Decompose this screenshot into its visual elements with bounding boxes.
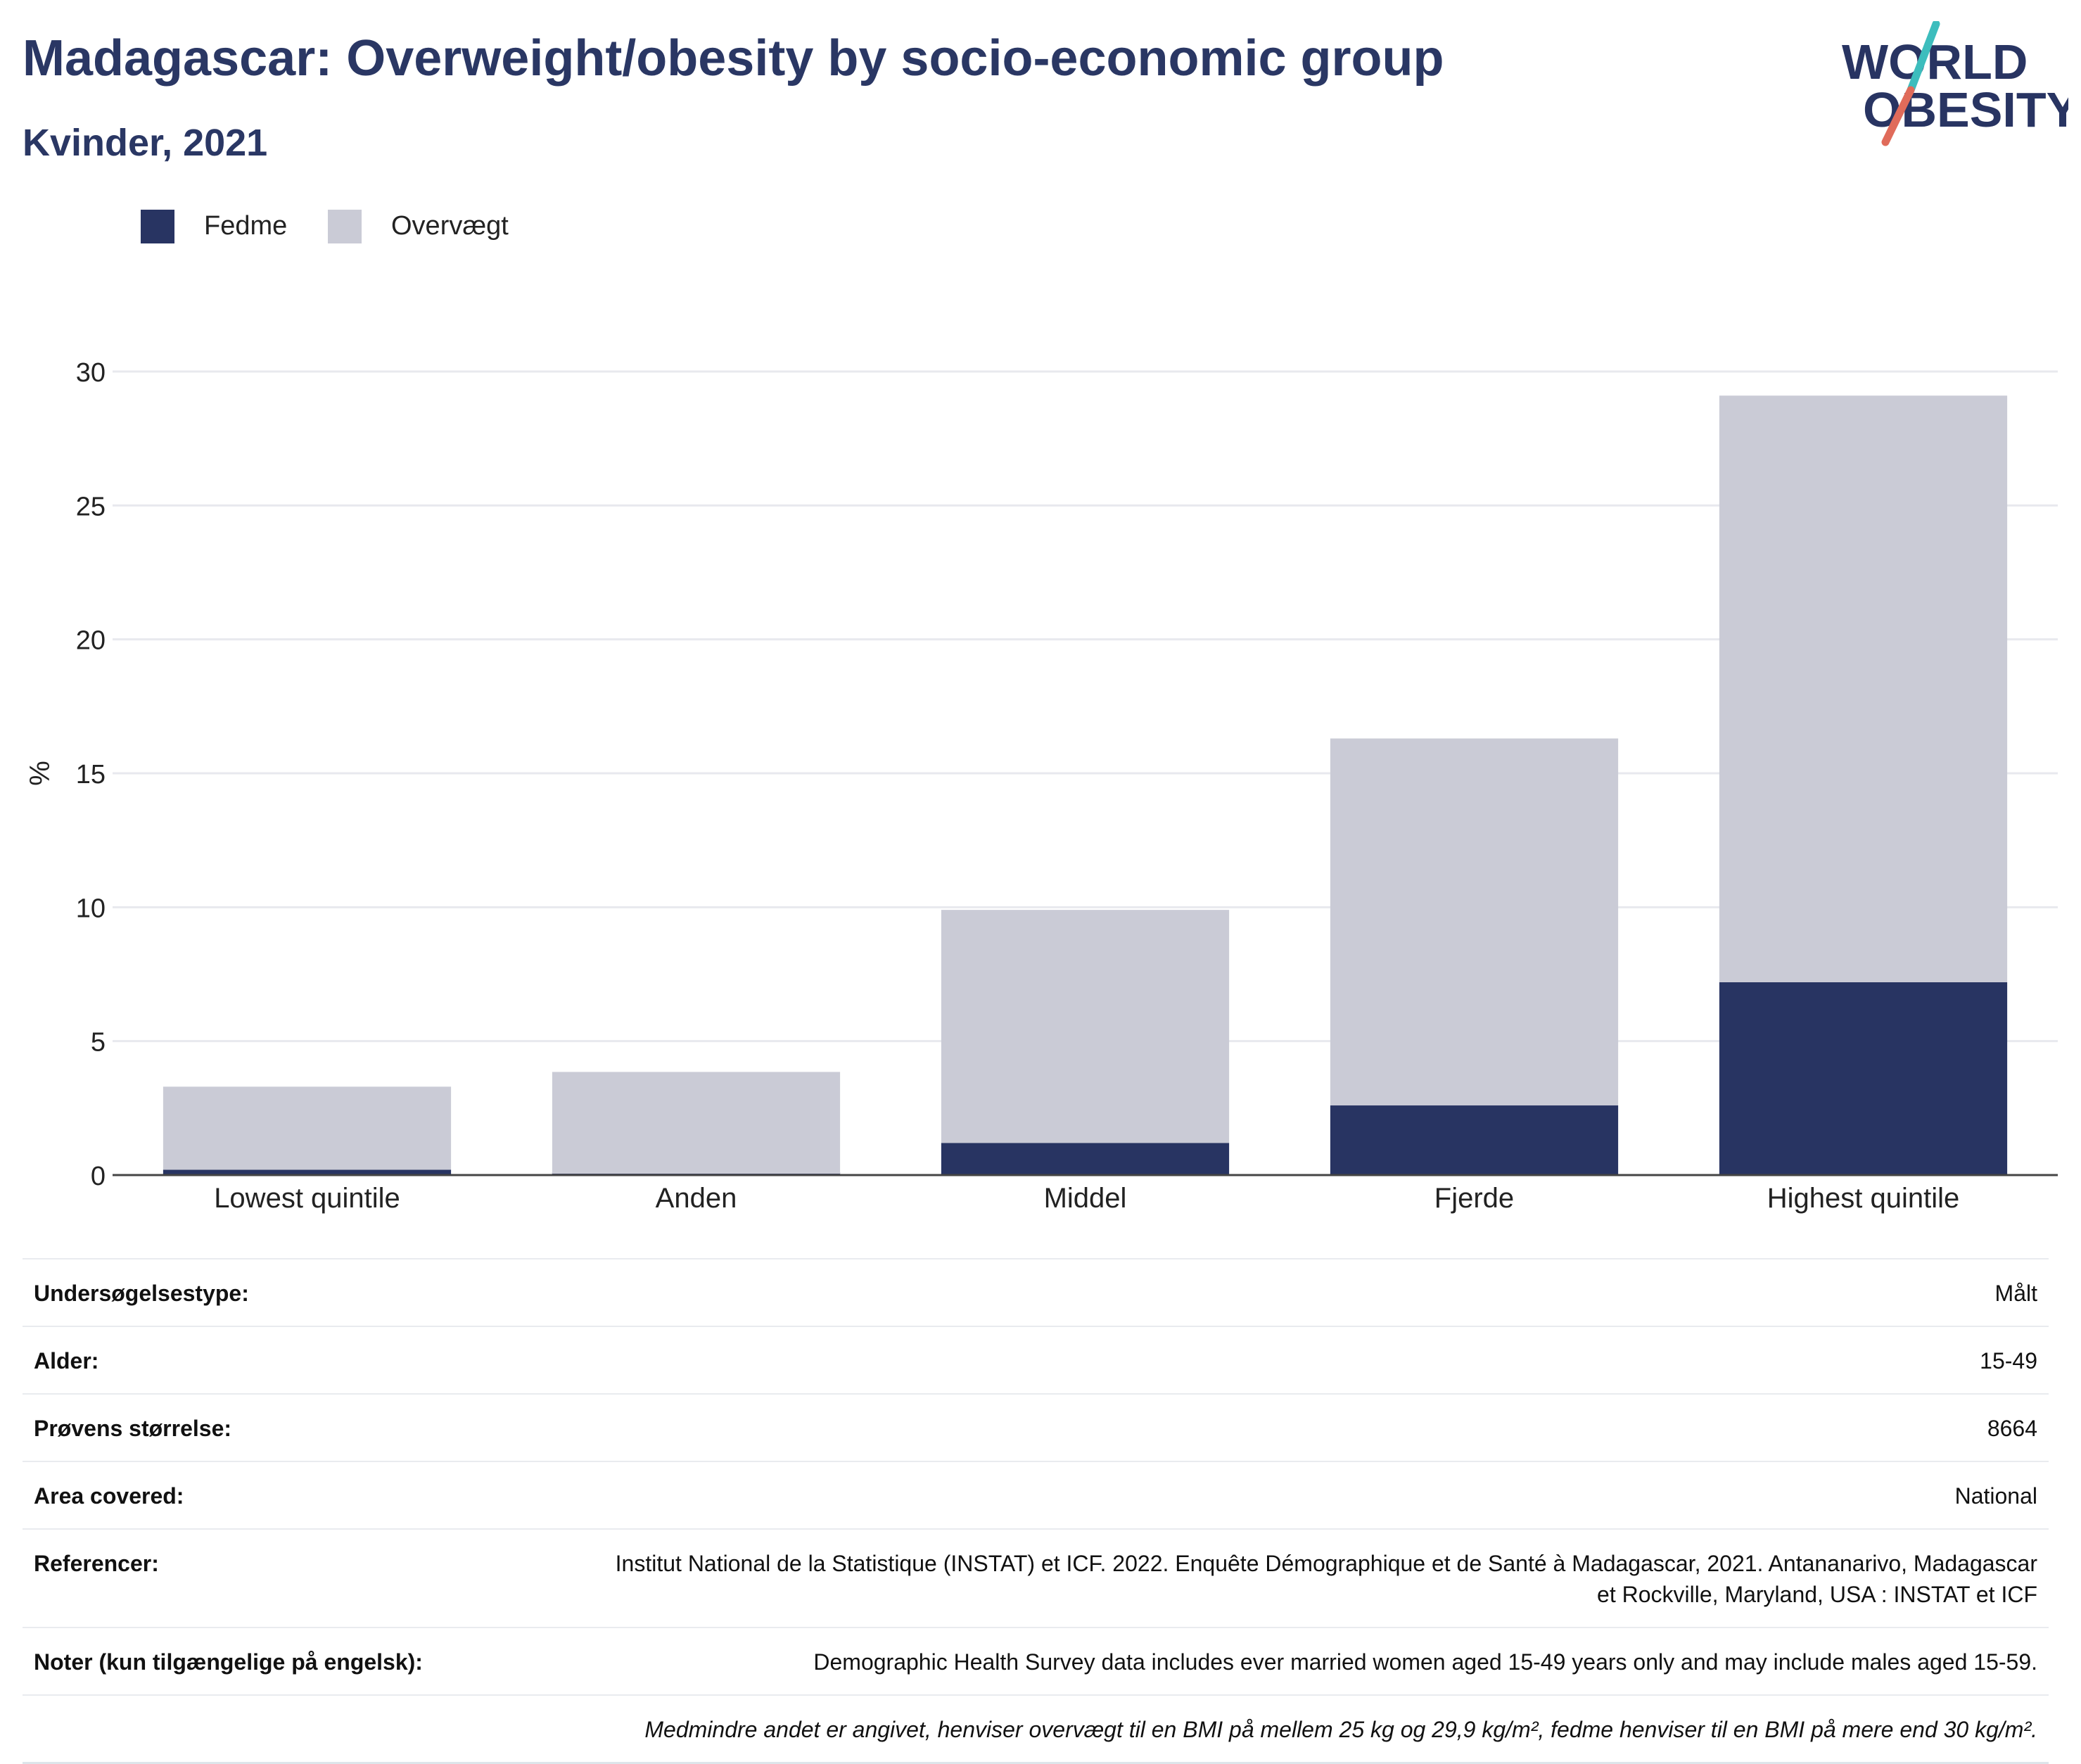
meta-row-references: Referencer: Institut National de la Stat… bbox=[23, 1528, 2049, 1627]
meta-label: Noter (kun tilgængelige på engelsk): bbox=[34, 1649, 423, 1675]
meta-row-notes: Noter (kun tilgængelige på engelsk): Dem… bbox=[23, 1627, 2049, 1694]
meta-label: Undersøgelsestype: bbox=[34, 1281, 249, 1306]
legend-label-fedme: Fedme bbox=[204, 211, 288, 241]
meta-row-area-covered: Area covered: National bbox=[23, 1461, 2049, 1528]
y-tick-label: 5 bbox=[91, 1028, 106, 1058]
bar-overvaegt bbox=[163, 1086, 452, 1170]
bar-overvaegt bbox=[941, 910, 1230, 1143]
meta-label: Area covered: bbox=[34, 1483, 184, 1509]
y-tick-label: 25 bbox=[76, 492, 106, 521]
bar-fedme bbox=[1719, 982, 2008, 1175]
x-tick-label: Highest quintile bbox=[1767, 1183, 1960, 1214]
chart-title: Madagascar: Overweight/obesity by socio-… bbox=[23, 30, 1444, 87]
meta-row-survey-type: Undersøgelsestype: Målt bbox=[23, 1258, 2049, 1326]
bar-fedme bbox=[1330, 1105, 1619, 1175]
meta-value: 15-49 bbox=[1980, 1348, 2037, 1373]
legend-label-overvaegt: Overvægt bbox=[391, 211, 509, 241]
bar-fedme bbox=[163, 1169, 452, 1175]
x-tick-label: Middel bbox=[1044, 1183, 1127, 1214]
y-tick-label: 15 bbox=[76, 760, 106, 789]
meta-label: Referencer: bbox=[34, 1551, 159, 1576]
y-axis-label: % bbox=[25, 761, 56, 786]
bmi-definition-note: Medmindre andet er angivet, henviser ove… bbox=[23, 1694, 2049, 1764]
legend-swatch-fedme bbox=[141, 210, 174, 243]
meta-value: 8664 bbox=[1987, 1416, 2037, 1441]
x-tick-label: Lowest quintile bbox=[214, 1183, 400, 1214]
meta-value: Målt bbox=[1994, 1281, 2037, 1306]
y-tick-label: 0 bbox=[91, 1162, 106, 1191]
meta-value: National bbox=[1954, 1483, 2037, 1509]
y-tick-label: 20 bbox=[76, 626, 106, 656]
meta-value: Institut National de la Statistique (INS… bbox=[615, 1551, 2037, 1607]
logo-slash-bottom bbox=[1881, 86, 1915, 146]
y-tick-label: 10 bbox=[76, 894, 106, 923]
meta-label: Alder: bbox=[34, 1348, 99, 1373]
legend-swatch-overvaegt bbox=[328, 210, 362, 243]
meta-row-sample-size: Prøvens størrelse: 8664 bbox=[23, 1393, 2049, 1461]
meta-row-age: Alder: 15-49 bbox=[23, 1326, 2049, 1393]
meta-label: Prøvens størrelse: bbox=[34, 1416, 232, 1441]
logo-slash-top bbox=[1907, 21, 1940, 94]
x-tick-label: Anden bbox=[656, 1183, 737, 1214]
meta-value: Demographic Health Survey data includes … bbox=[813, 1649, 2037, 1675]
y-tick-label: 30 bbox=[76, 358, 106, 388]
bar-overvaegt bbox=[1330, 738, 1619, 1106]
x-tick-label: Fjerde bbox=[1434, 1183, 1514, 1214]
bar-overvaegt bbox=[1719, 395, 2008, 982]
bar-fedme bbox=[941, 1143, 1230, 1175]
chart-subtitle: Kvinder, 2021 bbox=[23, 122, 268, 164]
survey-details-table: Undersøgelsestype: Målt Alder: 15-49 Prø… bbox=[23, 1258, 2049, 1764]
bar-overvaegt bbox=[552, 1072, 841, 1174]
stacked-bar-chart: 0 5 10 15 20 25 30% Lowest quintile Anden Middel F… bbox=[25, 358, 2058, 1214]
world-obesity-logo: WORLD OBESITY bbox=[1842, 21, 2068, 146]
logo-text-world: WORLD bbox=[1842, 34, 2028, 89]
